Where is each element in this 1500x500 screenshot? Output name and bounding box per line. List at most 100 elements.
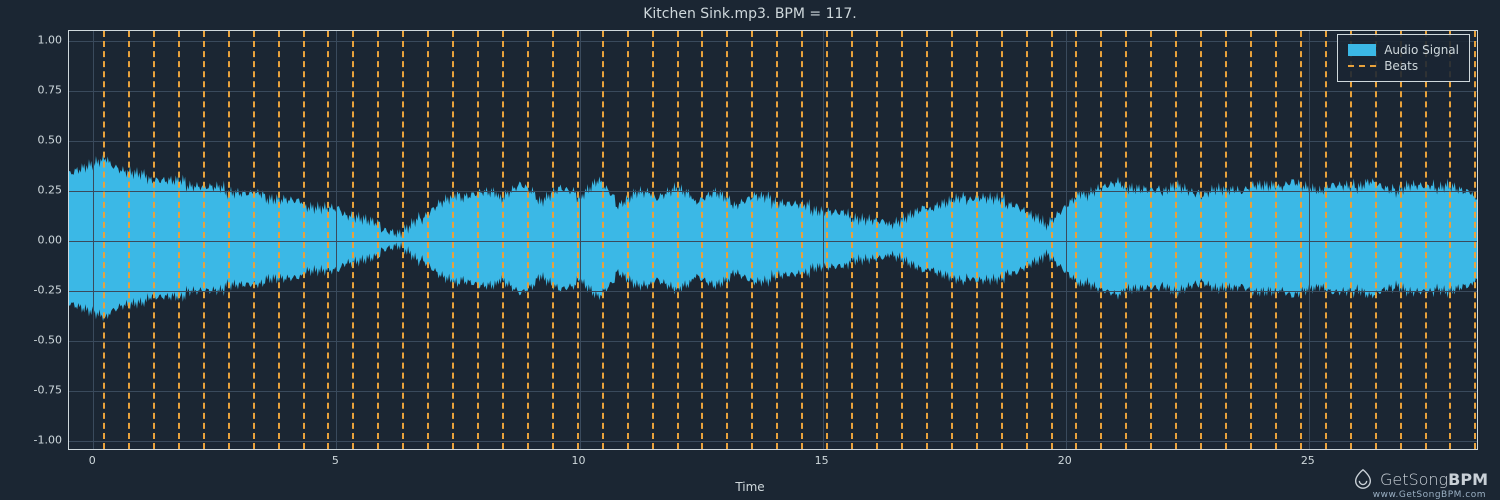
logo-icon <box>1352 468 1374 490</box>
plot-area <box>68 30 1478 450</box>
audio-signal-fill <box>69 154 1477 321</box>
beat-line <box>726 31 728 449</box>
beat-line <box>1200 31 1202 449</box>
beat-line <box>253 31 255 449</box>
beat-line <box>228 31 230 449</box>
grid-line-v <box>1309 31 1310 449</box>
beat-line <box>402 31 404 449</box>
beat-line <box>178 31 180 449</box>
beat-line <box>128 31 130 449</box>
beat-line <box>851 31 853 449</box>
beat-line <box>1125 31 1127 449</box>
beat-line <box>801 31 803 449</box>
legend-row: Audio Signal <box>1348 43 1459 57</box>
legend-row: Beats <box>1348 59 1459 73</box>
beat-line <box>278 31 280 449</box>
beat-line <box>552 31 554 449</box>
grid-line-h <box>69 191 1477 192</box>
watermark: GetSongBPM <box>1352 468 1488 490</box>
watermark-text-light: GetSong <box>1380 470 1448 489</box>
xtick-label: 10 <box>572 454 586 467</box>
beat-line <box>602 31 604 449</box>
xtick-label: 15 <box>815 454 829 467</box>
legend: Audio Signal Beats <box>1337 34 1470 82</box>
beat-line <box>1425 31 1427 449</box>
beat-line <box>652 31 654 449</box>
beat-line <box>1449 31 1451 449</box>
beat-line <box>1051 31 1053 449</box>
beat-line <box>751 31 753 449</box>
grid-line-v <box>336 31 337 449</box>
beat-line <box>1325 31 1327 449</box>
beat-line <box>1400 31 1402 449</box>
ytick-label: -0.25 <box>12 284 62 297</box>
grid-line-v <box>823 31 824 449</box>
beat-line <box>1150 31 1152 449</box>
xtick-label: 20 <box>1058 454 1072 467</box>
beat-line <box>377 31 379 449</box>
beat-line <box>352 31 354 449</box>
beat-line <box>327 31 329 449</box>
beat-line <box>1100 31 1102 449</box>
watermark-text-bold: BPM <box>1448 470 1488 489</box>
x-axis-label: Time <box>0 480 1500 494</box>
watermark-subtext: www.GetSongBPM.com <box>1373 490 1486 500</box>
beat-line <box>701 31 703 449</box>
grid-line-h <box>69 241 1477 242</box>
grid-line-h <box>69 141 1477 142</box>
grid-line-h <box>69 391 1477 392</box>
beat-line <box>1001 31 1003 449</box>
ytick-label: -0.75 <box>12 384 62 397</box>
ytick-label: -0.50 <box>12 334 62 347</box>
chart-title: Kitchen Sink.mp3. BPM = 117. <box>0 6 1500 22</box>
beat-line <box>1300 31 1302 449</box>
ytick-label: 0.25 <box>12 184 62 197</box>
beat-line <box>527 31 529 449</box>
beat-line <box>1275 31 1277 449</box>
beat-line <box>1350 31 1352 449</box>
beat-line <box>1375 31 1377 449</box>
beat-line <box>677 31 679 449</box>
grid-line-h <box>69 41 1477 42</box>
beat-line <box>951 31 953 449</box>
beat-line <box>876 31 878 449</box>
beat-line <box>976 31 978 449</box>
beat-line <box>1026 31 1028 449</box>
xtick-label: 25 <box>1301 454 1315 467</box>
grid-line-h <box>69 91 1477 92</box>
legend-swatch-audio <box>1348 44 1376 56</box>
beat-line <box>427 31 429 449</box>
beat-line <box>1175 31 1177 449</box>
grid-line-v <box>1066 31 1067 449</box>
beat-line <box>627 31 629 449</box>
ytick-label: 0.75 <box>12 84 62 97</box>
plot-container <box>68 30 1478 450</box>
beat-line <box>776 31 778 449</box>
beat-line <box>1225 31 1227 449</box>
ytick-label: 0.00 <box>12 234 62 247</box>
grid-line-h <box>69 441 1477 442</box>
xtick-label: 5 <box>332 454 339 467</box>
beat-line <box>502 31 504 449</box>
beat-line <box>303 31 305 449</box>
beat-line <box>203 31 205 449</box>
grid-line-v <box>93 31 94 449</box>
legend-swatch-beats <box>1348 65 1376 67</box>
grid-line-h <box>69 341 1477 342</box>
beat-line <box>926 31 928 449</box>
beat-line <box>477 31 479 449</box>
legend-label: Audio Signal <box>1384 43 1459 57</box>
ytick-label: 0.50 <box>12 134 62 147</box>
beat-line <box>577 31 579 449</box>
beat-line <box>1474 31 1476 449</box>
waveform-svg <box>69 31 1477 449</box>
legend-label: Beats <box>1384 59 1418 73</box>
beat-line <box>153 31 155 449</box>
beat-line <box>901 31 903 449</box>
ytick-label: 1.00 <box>12 34 62 47</box>
grid-line-h <box>69 291 1477 292</box>
xtick-label: 0 <box>89 454 96 467</box>
beat-line <box>103 31 105 449</box>
beat-line <box>826 31 828 449</box>
grid-line-v <box>580 31 581 449</box>
